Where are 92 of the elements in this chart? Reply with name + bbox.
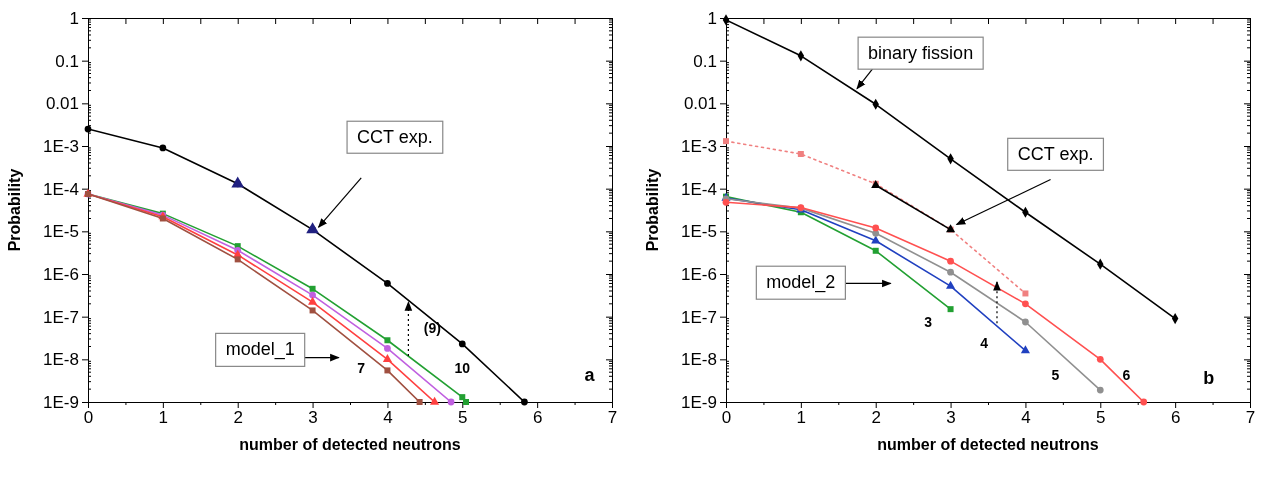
annotation: CCT exp. [357,127,433,148]
point [872,229,880,237]
y-tick-label: 1E-9 [43,392,79,412]
point [1140,398,1148,406]
point [309,307,316,314]
point [306,222,319,234]
x-tick-label: 2 [871,408,881,428]
annotation: 10 [454,359,471,376]
point [84,125,92,133]
point [1020,345,1030,354]
x-tick-label: 0 [83,408,94,428]
x-tick-label: 7 [607,408,618,428]
y-tick-label: 1E-3 [43,136,79,156]
annotation: 7 [357,359,366,376]
x-tick-label: 7 [1245,408,1256,428]
point [463,399,470,405]
y-tick-label: 1E-5 [43,222,79,242]
point [447,398,455,406]
y-tick-label: 0.01 [683,94,717,114]
x-tick-label: 4 [1021,408,1031,428]
y-tick-label: 1 [69,8,79,28]
annotation: 6 [1122,367,1131,384]
x-tick-label: 3 [946,408,956,428]
point [1022,300,1029,308]
point [430,396,440,405]
y-tick-label: 1 [707,8,717,28]
y-tick-label: 0.01 [45,94,79,114]
annotation: 3 [924,313,933,330]
x-tick-label: 1 [796,408,807,428]
x-tick-label: 4 [383,408,393,428]
point [947,268,954,276]
point [1096,355,1104,363]
point [308,296,318,305]
point [1022,290,1029,297]
y-tick-label: 1E-3 [681,136,717,156]
x-axis-title: number of detected neutrons [239,436,461,453]
point [946,280,956,289]
annotation: a [584,365,596,386]
y-tick-label: 1E-5 [681,222,717,242]
point [723,138,729,145]
point [231,176,245,188]
annotation: 4 [980,335,989,352]
point [384,280,391,287]
annotation: model_1 [225,339,295,361]
point [309,291,316,299]
x-tick-label: 1 [158,408,169,428]
x-axis-title: number of detected neutrons [877,436,1099,453]
y-tick-label: 1E-6 [681,264,717,284]
y-tick-label: 0.1 [693,51,717,71]
point [1096,386,1104,394]
y-tick-label: 0.1 [55,51,79,71]
y-tick-label: 1E-6 [43,264,79,284]
y-axis-title: Probability [644,168,661,252]
y-tick-label: 1E-8 [43,350,79,370]
x-tick-label: 5 [1096,408,1106,428]
x-tick-label: 3 [308,408,318,428]
point [416,399,423,405]
y-tick-label: 1E-8 [681,350,717,370]
point [947,257,954,265]
point [382,354,392,362]
point [459,394,466,401]
y-tick-label: 1E-4 [681,179,717,199]
x-tick-label: 5 [458,408,468,428]
annotation: b [1203,367,1215,388]
annotation: CCT exp. [1017,144,1094,165]
y-tick-label: 1E-7 [681,307,717,327]
point [521,398,528,406]
point [797,150,804,157]
point [384,337,391,344]
y-tick-label: 1E-9 [681,392,717,412]
annotation: 5 [1051,367,1060,384]
point [384,345,391,352]
x-tick-label: 6 [532,408,543,428]
annotation: model_2 [766,272,836,294]
point [872,247,879,254]
y-axis-title: Probability [6,168,23,252]
point [947,306,954,313]
point [159,144,167,152]
point [159,215,166,222]
y-tick-label: 1E-4 [43,179,79,199]
point [1022,318,1029,326]
annotation: (9) [423,320,441,337]
x-tick-label: 0 [721,408,732,428]
y-tick-label: 1E-7 [43,307,79,327]
point [234,256,241,263]
x-tick-label: 2 [233,408,243,428]
x-tick-label: 6 [1170,408,1181,428]
point [458,340,466,348]
annotation: binary fission [868,43,974,64]
point [309,285,316,292]
point [384,367,391,374]
point [872,224,880,232]
